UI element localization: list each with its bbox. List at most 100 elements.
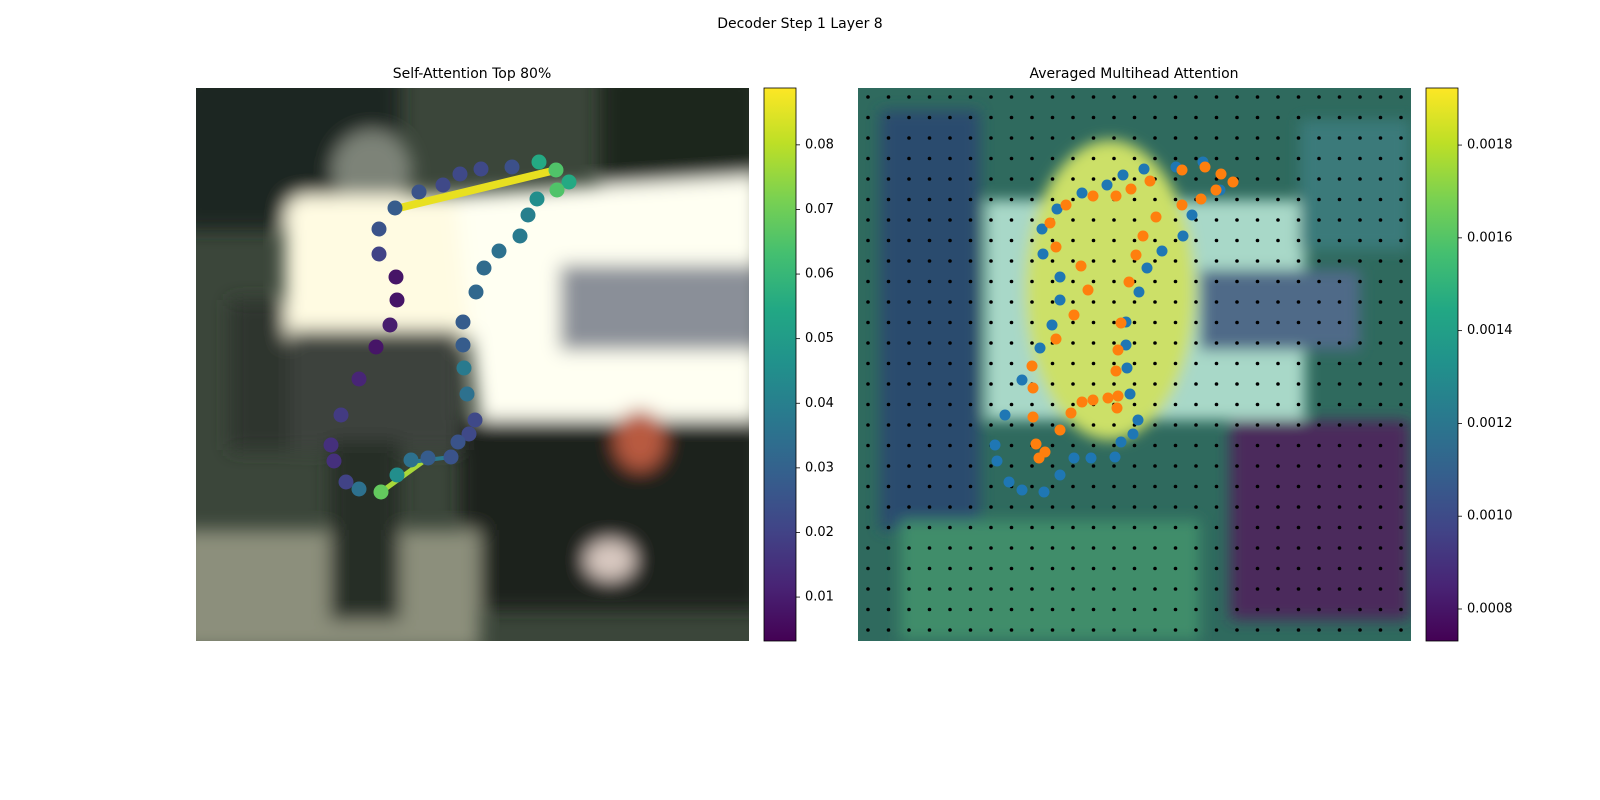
- grid-dot: [1009, 156, 1014, 161]
- grid-dot: [1358, 505, 1362, 509]
- grid-dot: [907, 115, 911, 120]
- grid-dot: [1091, 607, 1096, 612]
- grid-dot: [886, 361, 891, 366]
- grid-dot: [1378, 587, 1383, 591]
- grid-dot: [989, 95, 993, 99]
- grid-dot: [1071, 628, 1075, 632]
- grid-dot: [1317, 484, 1321, 489]
- grid-dot: [1317, 505, 1321, 509]
- grid-dot: [1153, 361, 1157, 366]
- grid-dot: [866, 218, 870, 222]
- colorbar-tick-label: 0.0008: [1467, 601, 1513, 616]
- grid-dot: [1276, 218, 1280, 222]
- grid-dot: [968, 423, 973, 427]
- grid-dot: [1173, 443, 1178, 448]
- grid-dot: [1030, 156, 1034, 161]
- grid-dot: [1071, 443, 1075, 448]
- grid-dot: [1173, 484, 1178, 489]
- grid-dot: [1317, 607, 1321, 612]
- point: [461, 426, 477, 442]
- grid-dot: [1317, 136, 1321, 140]
- grid-dot: [1173, 566, 1178, 571]
- grid-dot: [886, 382, 891, 386]
- grid-dot: [1009, 238, 1014, 243]
- colorbar-tick-label: 0.08: [805, 137, 834, 152]
- grid-dot: [1173, 546, 1178, 550]
- grid-dot: [1112, 341, 1116, 345]
- colorbar-tick-label: 0.0010: [1467, 509, 1513, 524]
- point: [1115, 436, 1127, 448]
- grid-dot: [1153, 300, 1157, 304]
- grid-dot: [1276, 238, 1280, 243]
- grid-dot: [866, 525, 870, 530]
- grid-dot: [886, 566, 891, 571]
- grid-dot: [1317, 95, 1321, 99]
- grid-dot: [1132, 136, 1137, 140]
- grid-dot: [1009, 279, 1014, 284]
- grid-dot: [1173, 300, 1178, 304]
- grid-dot: [1317, 382, 1321, 386]
- grid-dot: [907, 177, 911, 181]
- grid-dot: [1255, 628, 1260, 632]
- grid-dot: [1091, 156, 1096, 161]
- grid-dot: [907, 628, 911, 632]
- grid-dot: [1358, 361, 1362, 366]
- grid-dot: [907, 587, 911, 591]
- point: [491, 243, 507, 259]
- grid-dot: [1153, 95, 1157, 99]
- grid-dot: [1399, 505, 1403, 509]
- grid-dot: [1358, 197, 1362, 202]
- grid-dot: [948, 259, 952, 263]
- grid-dot: [1112, 300, 1116, 304]
- grid-dot: [1009, 259, 1014, 263]
- grid-dot: [1132, 546, 1137, 550]
- point: [1075, 260, 1087, 272]
- grid-dot: [927, 115, 932, 120]
- grid-dot: [1214, 136, 1219, 140]
- grid-dot: [1173, 197, 1178, 202]
- point: [1051, 203, 1063, 215]
- grid-dot: [1173, 238, 1178, 243]
- point: [1027, 411, 1039, 423]
- grid-dot: [989, 197, 993, 202]
- grid-dot: [1235, 628, 1239, 632]
- grid-dot: [968, 320, 973, 325]
- grid-dot: [1050, 607, 1055, 612]
- grid-dot: [1399, 361, 1403, 366]
- colorbar: [763, 87, 797, 642]
- grid-dot: [1153, 464, 1157, 468]
- grid-dot: [1214, 341, 1219, 345]
- grid-dot: [886, 464, 891, 468]
- grid-dot: [907, 443, 911, 448]
- grid-dot: [1214, 156, 1219, 161]
- grid-dot: [1009, 607, 1014, 612]
- grid-dot: [1317, 341, 1321, 345]
- grid-dot: [927, 136, 932, 140]
- grid-dot: [1399, 156, 1403, 161]
- grid-dot: [1235, 566, 1239, 571]
- grid-dot: [866, 300, 870, 304]
- grid-dot: [1317, 402, 1321, 407]
- grid-dot: [1030, 566, 1034, 571]
- grid-dot: [1358, 587, 1362, 591]
- grid-dot: [1317, 300, 1321, 304]
- grid-dot: [1173, 177, 1178, 181]
- grid-dot: [927, 525, 932, 530]
- grid-dot: [1050, 238, 1055, 243]
- grid-dot: [866, 505, 870, 509]
- grid-dot: [1296, 587, 1301, 591]
- grid-dot: [968, 402, 973, 407]
- grid-dot: [1050, 423, 1055, 427]
- grid-dot: [1276, 382, 1280, 386]
- grid-dot: [1091, 587, 1096, 591]
- grid-dot: [1276, 423, 1280, 427]
- grid-dot: [1030, 259, 1034, 263]
- grid-dot: [1358, 484, 1362, 489]
- grid-dot: [1235, 607, 1239, 612]
- grid-dot: [1276, 628, 1280, 632]
- grid-dot: [1009, 197, 1014, 202]
- grid-dot: [1009, 320, 1014, 325]
- grid-dot: [1009, 423, 1014, 427]
- point: [1054, 271, 1066, 283]
- grid-dot: [1255, 259, 1260, 263]
